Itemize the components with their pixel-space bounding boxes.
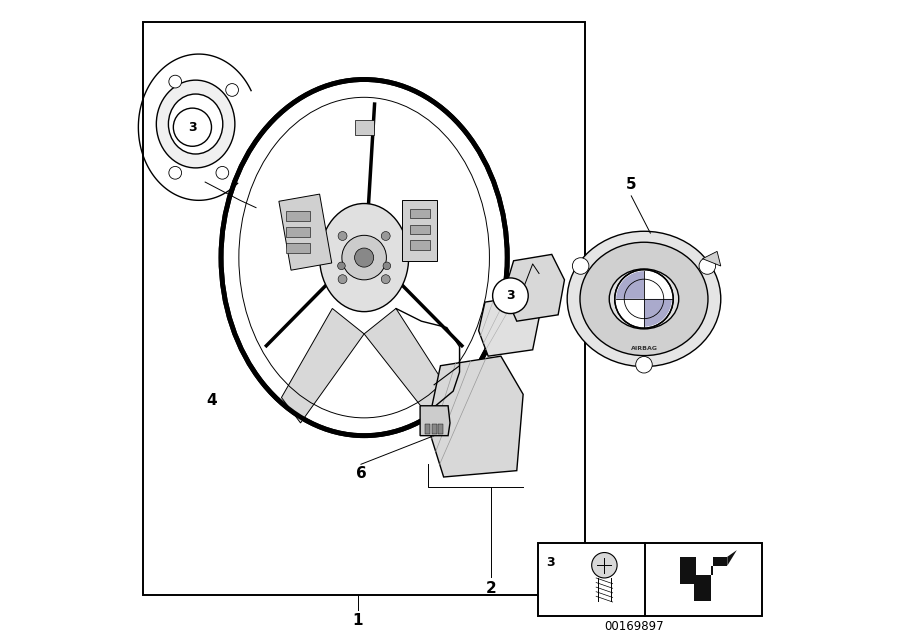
Polygon shape (428, 356, 523, 477)
Circle shape (635, 356, 652, 373)
Polygon shape (504, 254, 564, 321)
Ellipse shape (157, 80, 235, 168)
Polygon shape (282, 308, 364, 423)
Bar (438, 424, 443, 434)
Ellipse shape (221, 80, 508, 436)
Bar (286, 243, 310, 253)
Circle shape (572, 258, 589, 274)
Bar (410, 209, 430, 218)
Text: 5: 5 (626, 177, 636, 192)
Circle shape (699, 258, 716, 274)
Circle shape (591, 553, 617, 578)
Bar (410, 240, 430, 250)
Circle shape (338, 275, 347, 284)
Circle shape (492, 278, 528, 314)
Ellipse shape (609, 269, 679, 329)
Text: 2: 2 (486, 581, 497, 596)
Text: 4: 4 (206, 393, 217, 408)
Bar (286, 227, 310, 237)
Polygon shape (364, 308, 454, 423)
Ellipse shape (567, 232, 721, 366)
Bar (425, 424, 430, 434)
Circle shape (338, 232, 347, 240)
Wedge shape (616, 271, 644, 299)
Text: 3: 3 (546, 556, 554, 569)
Polygon shape (727, 550, 737, 566)
Wedge shape (644, 299, 671, 327)
Circle shape (216, 167, 229, 179)
Polygon shape (703, 251, 721, 266)
Text: 3: 3 (506, 289, 515, 302)
Circle shape (342, 235, 386, 280)
Wedge shape (616, 299, 644, 327)
Circle shape (382, 232, 391, 240)
Polygon shape (479, 296, 539, 356)
Bar (143, 22, 586, 595)
Circle shape (355, 248, 374, 267)
Circle shape (226, 83, 239, 96)
Bar (355, 120, 374, 135)
Bar (402, 200, 437, 261)
Circle shape (338, 262, 346, 270)
Ellipse shape (580, 242, 708, 356)
Bar (279, 194, 332, 270)
Circle shape (615, 270, 673, 328)
Circle shape (382, 275, 391, 284)
Bar (432, 424, 436, 434)
Ellipse shape (168, 94, 223, 154)
Text: 1: 1 (353, 612, 363, 628)
Circle shape (169, 167, 182, 179)
Circle shape (383, 262, 391, 270)
Bar (538, 543, 761, 616)
Text: 3: 3 (188, 121, 197, 134)
Bar (286, 211, 310, 221)
Ellipse shape (320, 204, 409, 312)
Polygon shape (680, 557, 727, 602)
Bar (410, 225, 430, 234)
Polygon shape (420, 406, 450, 436)
Text: 6: 6 (356, 466, 366, 481)
Wedge shape (644, 271, 671, 299)
Circle shape (169, 75, 182, 88)
Circle shape (174, 108, 212, 146)
Text: 00169897: 00169897 (605, 620, 664, 633)
Text: AIRBAG: AIRBAG (631, 346, 658, 351)
